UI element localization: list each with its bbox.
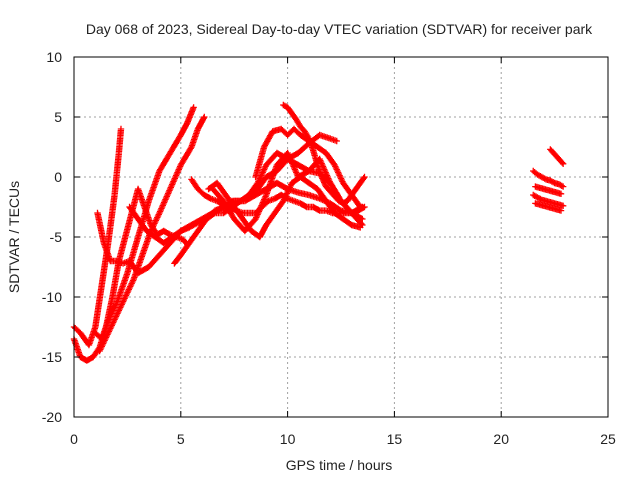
y-tick-label: 0 [54, 169, 62, 185]
axis-ticks: 0 5 10 15 20 25 -20 -15 -10 -5 0 5 10 [42, 49, 616, 447]
y-tick-label: -5 [50, 229, 63, 245]
y-tick-label: -20 [42, 409, 62, 425]
x-tick-label: 20 [493, 431, 509, 447]
series-markers [547, 146, 567, 167]
chart-title: Day 068 of 2023, Sidereal Day-to-day VTE… [86, 21, 593, 37]
y-tick-label: -15 [42, 349, 62, 365]
series-markers [530, 167, 567, 190]
series-markers [532, 183, 565, 197]
data-series-13 [530, 167, 567, 190]
series-markers [530, 191, 567, 209]
x-axis-label: GPS time / hours [286, 457, 393, 473]
x-tick-label: 5 [177, 431, 185, 447]
data-series-12 [280, 101, 368, 207]
series-markers [280, 101, 368, 207]
y-axis-label: SDTVAR / TECUs [6, 181, 22, 293]
data-series-16 [532, 183, 565, 197]
data-points [70, 101, 567, 364]
data-series-9 [205, 173, 364, 241]
y-tick-label: 5 [54, 109, 62, 125]
x-tick-label: 0 [70, 431, 78, 447]
y-tick-label: 10 [46, 49, 62, 65]
x-tick-label: 15 [387, 431, 403, 447]
x-tick-label: 10 [280, 431, 296, 447]
x-tick-label: 25 [600, 431, 616, 447]
series-markers [205, 173, 364, 241]
data-series-17 [547, 146, 567, 167]
data-series-14 [530, 191, 567, 209]
y-tick-label: -10 [42, 289, 62, 305]
series-markers [532, 200, 565, 214]
data-series-15 [532, 200, 565, 214]
